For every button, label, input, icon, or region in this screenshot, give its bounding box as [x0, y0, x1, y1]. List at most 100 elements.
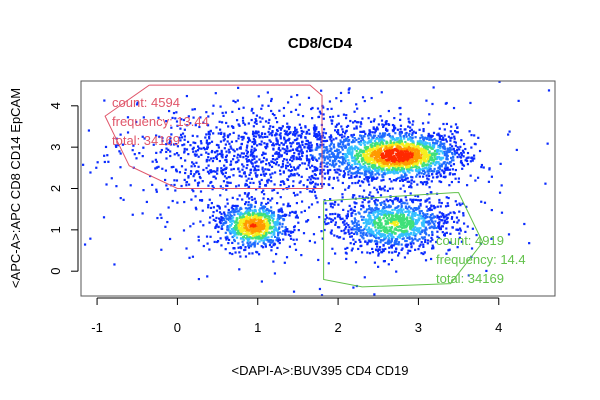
density-point — [247, 185, 251, 188]
density-point — [354, 157, 357, 160]
density-point — [170, 166, 173, 169]
density-point — [414, 157, 417, 161]
density-point — [366, 219, 369, 222]
density-point — [184, 171, 187, 175]
density-point — [448, 162, 451, 165]
density-point — [247, 220, 250, 223]
density-point — [383, 213, 386, 217]
density-point — [157, 116, 160, 119]
density-point — [351, 163, 354, 167]
density-point — [330, 122, 334, 125]
density-point — [428, 136, 431, 139]
density-point — [368, 152, 372, 155]
density-point — [184, 159, 187, 162]
density-point — [367, 220, 370, 223]
density-point — [428, 174, 431, 178]
density-point — [261, 117, 264, 120]
density-point — [354, 219, 357, 222]
density-point — [443, 172, 446, 175]
density-point — [298, 123, 301, 126]
density-point — [254, 236, 257, 239]
density-point — [450, 136, 453, 139]
density-point — [392, 169, 396, 172]
density-point — [165, 143, 168, 146]
density-point — [405, 229, 408, 232]
density-point — [408, 236, 411, 239]
density-point — [185, 94, 189, 98]
density-point — [292, 290, 296, 293]
density-point — [83, 243, 87, 246]
density-point — [345, 129, 348, 132]
density-point — [250, 118, 253, 122]
density-point — [355, 226, 358, 229]
density-point — [197, 277, 200, 281]
density-point — [396, 138, 399, 141]
density-point — [358, 171, 361, 175]
density-point — [299, 180, 302, 183]
density-point — [266, 135, 269, 138]
density-point — [356, 181, 360, 184]
density-point — [339, 217, 342, 221]
density-point — [402, 213, 405, 216]
density-point — [356, 169, 360, 172]
density-point — [309, 182, 312, 185]
density-point — [442, 170, 445, 173]
density-point — [269, 173, 272, 176]
density-point — [380, 160, 383, 163]
density-point — [253, 197, 256, 200]
density-point — [361, 157, 364, 160]
density-point — [386, 210, 389, 213]
density-point — [401, 220, 404, 223]
density-point — [371, 142, 374, 145]
density-point — [192, 150, 195, 153]
density-point — [255, 234, 258, 238]
density-point — [443, 176, 447, 179]
density-point — [251, 211, 255, 215]
density-point — [261, 246, 265, 249]
density-point — [333, 203, 336, 206]
density-point — [245, 166, 248, 170]
density-point — [323, 149, 326, 152]
density-point — [155, 166, 158, 169]
density-point — [296, 94, 299, 97]
density-point — [430, 173, 434, 176]
density-point — [278, 169, 282, 172]
density-point — [376, 144, 379, 147]
density-point — [365, 232, 368, 235]
density-point — [420, 141, 423, 144]
density-point — [440, 138, 443, 141]
density-point — [408, 132, 411, 135]
density-point — [220, 215, 223, 219]
density-point — [286, 134, 289, 137]
density-point — [432, 162, 435, 165]
density-point — [372, 166, 375, 169]
density-point — [158, 135, 161, 138]
density-point — [236, 210, 239, 213]
density-point — [330, 136, 333, 139]
density-point — [238, 251, 241, 254]
density-point — [459, 229, 462, 232]
density-point — [345, 217, 348, 220]
density-point — [272, 144, 276, 147]
density-point — [381, 158, 384, 161]
density-point — [382, 142, 385, 145]
density-point — [232, 208, 235, 211]
density-point — [449, 150, 452, 153]
density-point — [490, 175, 493, 178]
density-point — [353, 205, 357, 209]
density-point — [267, 236, 270, 239]
density-point — [289, 131, 292, 134]
density-point — [297, 113, 300, 116]
density-point — [431, 231, 434, 234]
density-point — [294, 168, 297, 171]
density-point — [252, 225, 255, 228]
density-point — [167, 206, 170, 209]
density-point — [251, 155, 255, 158]
density-point — [331, 186, 334, 190]
density-point — [253, 147, 256, 150]
density-point — [299, 146, 302, 149]
density-point — [268, 162, 271, 165]
density-point — [469, 160, 472, 163]
density-point — [376, 215, 379, 218]
density-point — [271, 158, 275, 161]
